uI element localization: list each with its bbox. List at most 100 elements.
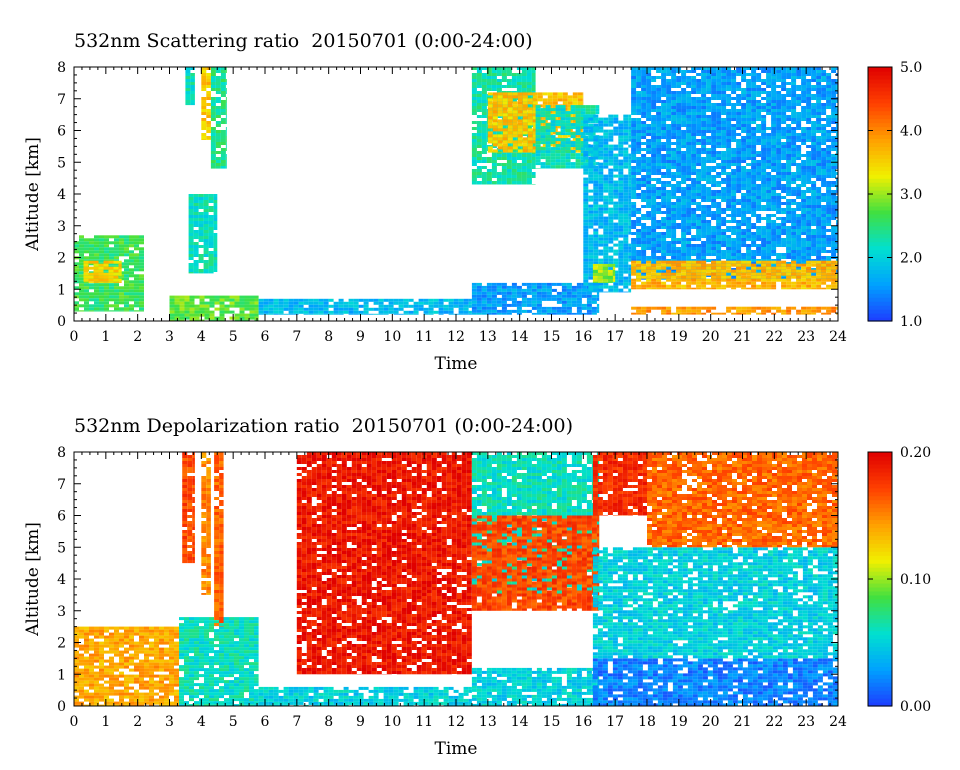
heatmap-cell — [636, 163, 642, 166]
heatmap-cell — [781, 163, 787, 166]
heatmap-cell — [641, 130, 647, 133]
heatmap-cell — [486, 82, 492, 85]
heatmap-cell — [631, 82, 637, 85]
heatmap-cell — [681, 151, 687, 154]
heatmap-cell — [751, 70, 757, 73]
heatmap-cell — [540, 132, 546, 136]
heatmap-cell — [608, 258, 614, 262]
heatmap-cell — [776, 196, 782, 199]
heatmap-cell — [540, 150, 546, 154]
heatmap-cell — [756, 244, 762, 247]
heatmap-cell — [540, 153, 546, 157]
heatmap-cell — [555, 108, 561, 112]
heatmap-cell — [701, 217, 707, 220]
heatmap-cell — [516, 172, 522, 175]
heatmap-cell — [631, 208, 637, 211]
heatmap-cell — [571, 303, 577, 307]
heatmap-cell — [628, 177, 632, 181]
heatmap-cell — [206, 94, 211, 97]
heatmap-cell — [736, 223, 742, 226]
heatmap-cell — [676, 85, 682, 88]
heatmap-cell — [602, 275, 608, 279]
heatmap-cell — [511, 178, 517, 181]
heatmap-cell — [215, 100, 221, 103]
heatmap-cell — [641, 82, 647, 85]
heatmap-cell — [656, 67, 662, 70]
heatmap-cell — [215, 130, 221, 133]
heatmap-cell — [213, 260, 218, 263]
heatmap-cell — [676, 106, 682, 109]
heatmap-cell — [190, 79, 195, 82]
heatmap-cell — [608, 255, 614, 259]
heatmap-cell — [776, 223, 782, 226]
heatmap-cell — [471, 154, 477, 157]
heatmap-cell — [761, 121, 767, 124]
heatmap-cell — [169, 310, 175, 314]
heatmap-cell — [746, 190, 752, 193]
heatmap-cell — [696, 115, 702, 118]
heatmap-cell — [681, 136, 687, 139]
heatmap-cell — [716, 250, 722, 253]
heatmap-cell — [363, 313, 369, 315]
heatmap-cell — [656, 163, 662, 166]
heatmap-cell — [628, 243, 632, 247]
heatmap-cell — [428, 307, 434, 311]
heatmap-cell — [598, 141, 604, 145]
heatmap-cell — [741, 259, 747, 262]
heatmap-cell — [139, 304, 144, 308]
heatmap-cell — [550, 123, 556, 127]
heatmap-cell — [691, 100, 697, 103]
heatmap-cell — [545, 114, 551, 118]
heatmap-cell — [731, 112, 737, 115]
heatmap-cell — [646, 202, 652, 205]
heatmap-cell — [481, 148, 487, 151]
heatmap-cell — [741, 76, 747, 79]
heatmap-cell — [551, 297, 557, 301]
heatmap-cell — [666, 268, 672, 271]
heatmap-cell — [701, 178, 707, 181]
heatmap-cell — [618, 288, 624, 292]
heatmap-cell — [471, 285, 477, 289]
heatmap-cell — [736, 238, 742, 241]
heatmap-cell — [497, 134, 503, 138]
heatmap-cell — [526, 160, 532, 163]
heatmap-cell — [536, 297, 542, 301]
heatmap-cell — [671, 256, 677, 259]
heatmap-cell — [761, 175, 767, 178]
heatmap-cell — [210, 118, 216, 121]
heatmap-cell — [666, 79, 672, 82]
heatmap-cell — [206, 76, 211, 79]
heatmap-cell — [598, 192, 604, 196]
heatmap-cell — [776, 172, 782, 175]
heatmap-cell — [471, 106, 477, 109]
heatmap-cell — [476, 309, 482, 313]
heatmap-cell — [592, 275, 598, 279]
heatmap-cell — [550, 138, 556, 142]
heatmap-cell — [517, 107, 523, 111]
heatmap-cell — [189, 316, 195, 320]
heatmap-cell — [736, 244, 742, 247]
heatmap-cell — [746, 208, 752, 211]
heatmap-cell — [726, 97, 732, 100]
heatmap-cell — [593, 219, 599, 223]
heatmap-cell — [771, 97, 777, 100]
heatmap-cell — [603, 156, 609, 160]
heatmap-cell — [185, 94, 191, 97]
heatmap-cell — [608, 183, 614, 187]
heatmap-cell — [278, 307, 284, 311]
heatmap-cell — [545, 108, 551, 112]
heatmap-cell — [776, 103, 782, 106]
heatmap-cell — [531, 300, 537, 304]
heatmap-cell — [210, 67, 216, 70]
heatmap-cell — [220, 154, 226, 157]
heatmap-cell — [671, 109, 677, 112]
heatmap-cell — [706, 220, 712, 223]
heatmap-cell — [254, 310, 259, 314]
heatmap-cell — [646, 139, 652, 142]
heatmap-cell — [220, 136, 226, 139]
heatmap-cell — [726, 196, 732, 199]
heatmap-cell — [746, 136, 752, 139]
heatmap-cell — [458, 313, 464, 315]
heatmap-cell — [471, 82, 477, 85]
heatmap-cell — [193, 266, 199, 269]
